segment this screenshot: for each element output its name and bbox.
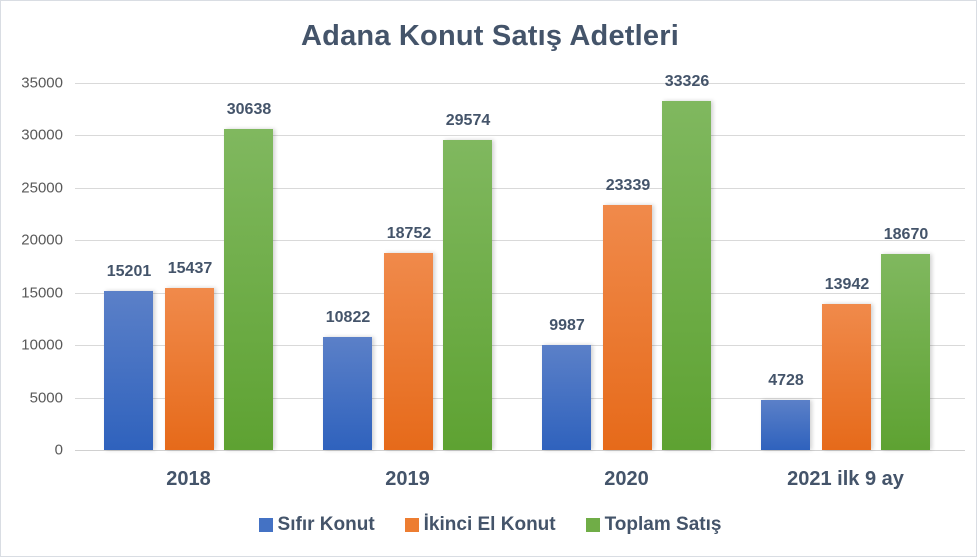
y-tick-label: 0 [54,441,63,459]
bar[interactable] [384,253,433,450]
x-axis-label: 2019 [385,468,430,490]
data-label: 29574 [445,111,491,129]
gridline [75,83,965,84]
legend-swatch-icon [404,518,419,532]
bar[interactable] [224,128,273,450]
x-axis-label: 2018 [166,468,211,490]
data-label: 30638 [226,100,272,118]
y-tick-label: 35000 [21,74,63,92]
bar[interactable] [165,288,214,450]
y-tick-label: 10000 [21,336,63,354]
data-label: 9987 [549,317,585,335]
legend-item[interactable]: Sıfır Konut [258,514,375,536]
chart-title: Adana Konut Satış Adetleri [301,20,679,52]
legend-swatch-icon [258,518,273,532]
x-axis-label: 2021 ilk 9 ay [787,468,904,490]
data-label: 23339 [605,177,651,195]
legend-item[interactable]: Toplam Satış [585,514,722,536]
bar[interactable] [323,336,372,450]
data-label: 15437 [167,260,213,278]
x-axis-label: 2020 [604,468,649,490]
legend-item[interactable]: İkinci El Konut [404,514,556,536]
data-label: 10822 [325,308,371,326]
gridline [75,345,965,347]
gridline [75,135,965,137]
data-label: 18752 [386,225,432,243]
legend-swatch-icon [585,518,600,532]
bar[interactable] [881,254,930,450]
y-tick-label: 5000 [29,389,63,407]
data-label: 18670 [883,226,929,244]
data-label: 4728 [768,372,804,390]
gridline [75,292,965,294]
legend: Sıfır Konut İkinci El Konut Toplam Satış [0,514,980,536]
bar[interactable] [542,345,591,450]
bar[interactable] [822,303,871,450]
bar[interactable] [603,205,652,450]
y-tick-label: 20000 [21,231,63,249]
gridline [75,397,965,399]
plot-area: 15201 15437 30638 10822 18752 29574 9987 23339 3… [75,73,965,451]
gridline [75,187,965,189]
y-tick-label: 30000 [21,126,63,144]
bar[interactable] [443,139,492,450]
bar[interactable] [662,100,711,450]
gridline [75,240,965,242]
bar[interactable] [761,400,810,450]
y-tick-label: 25000 [21,179,63,197]
data-label: 33326 [664,72,710,90]
y-tick-label: 15000 [21,284,63,302]
data-label: 13942 [824,275,870,293]
gridline [75,450,965,451]
bar[interactable] [104,290,153,450]
legend-label: Toplam Satış [604,514,722,535]
data-label: 15201 [106,262,152,280]
legend-label: İkinci El Konut [423,514,556,535]
legend-label: Sıfır Konut [277,514,375,535]
